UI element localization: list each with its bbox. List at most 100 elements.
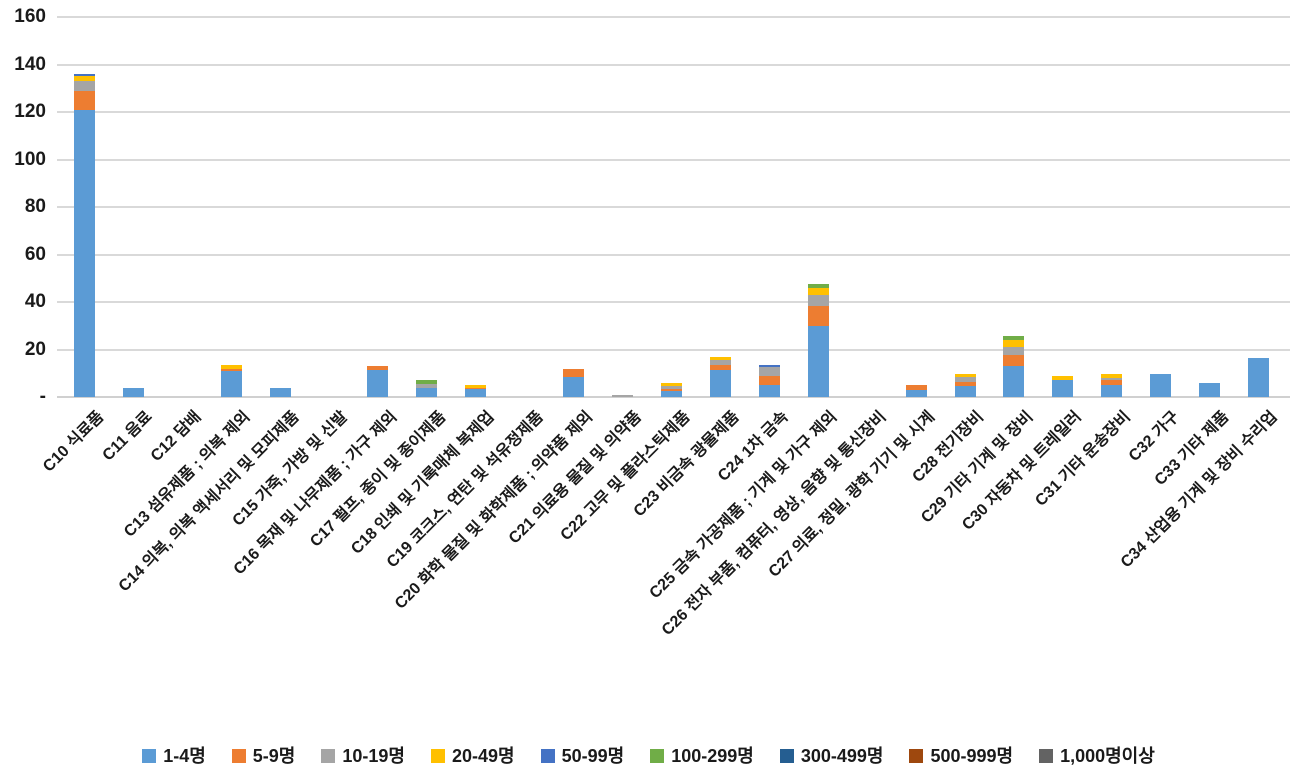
legend-swatch bbox=[909, 749, 924, 763]
legend-swatch bbox=[650, 749, 665, 763]
legend-item: 100-299명 bbox=[650, 747, 754, 765]
bar-segment-10-19명 bbox=[954, 376, 976, 382]
bar-segment-1-4명 bbox=[1052, 380, 1074, 397]
legend-item: 20-49명 bbox=[430, 746, 515, 766]
gridline-140 bbox=[57, 63, 1290, 66]
legend-swatch bbox=[142, 749, 157, 763]
bar-segment-5-9명 bbox=[1101, 380, 1123, 386]
bar-segment-5-9명 bbox=[905, 385, 927, 390]
y-axis-tick-label: 120 bbox=[14, 101, 46, 122]
bar-segment-5-9명 bbox=[1003, 355, 1025, 367]
bar-segment-1-4명 bbox=[416, 387, 438, 397]
legend-label: 500-999명 bbox=[930, 746, 1014, 766]
bar-segment-1-4명 bbox=[905, 389, 927, 397]
bar-segment-1-4명 bbox=[73, 109, 95, 397]
legend-item: 300-499명 bbox=[779, 746, 884, 766]
legend-item: 5-9명 bbox=[231, 746, 296, 766]
legend-swatch bbox=[430, 749, 445, 763]
legend-item: 1-4명 bbox=[142, 747, 206, 765]
legend-swatch bbox=[1039, 749, 1054, 763]
legend-item: 50-99명 bbox=[540, 746, 625, 766]
bar-segment-20-49명 bbox=[1052, 375, 1074, 381]
bar-segment-10-19명 bbox=[612, 394, 634, 397]
y-axis-tick-label: 160 bbox=[14, 6, 46, 27]
legend-label: 50-99명 bbox=[561, 746, 625, 766]
bar-segment-5-9명 bbox=[220, 368, 242, 371]
legend-swatch bbox=[779, 749, 794, 763]
bar-segment-1-4명 bbox=[1199, 382, 1221, 397]
bar-segment-1-4명 bbox=[367, 369, 389, 397]
gridline-20 bbox=[57, 348, 1290, 351]
gridline-60 bbox=[57, 253, 1290, 256]
legend-label: 1-4명 bbox=[163, 746, 206, 766]
bar-segment-5-9명 bbox=[954, 381, 976, 387]
gridline-80 bbox=[57, 206, 1290, 208]
bar-segment-1-4명 bbox=[122, 387, 144, 397]
bar-segment-5-9명 bbox=[709, 364, 731, 370]
legend-swatch bbox=[540, 749, 555, 763]
bar-segment-1-4명 bbox=[709, 369, 731, 397]
legend-item: 10-19명 bbox=[321, 747, 405, 765]
bar-segment-50-99명 bbox=[758, 364, 780, 368]
bar-segment-1-4명 bbox=[465, 388, 487, 397]
bar-segment-10-19명 bbox=[416, 383, 438, 388]
bar-segment-5-9명 bbox=[465, 387, 487, 389]
bar-segment-10-19명 bbox=[709, 360, 731, 365]
bar-segment-1-4명 bbox=[220, 370, 242, 397]
bar-segment-100-299명 bbox=[807, 284, 829, 288]
chart-legend: 1-4명 5-9명 10-19명 20-49명 50-99명 100-299명 300-49… bbox=[0, 742, 1297, 770]
bar-segment-10-19명 bbox=[807, 294, 829, 306]
bar-segment-1-4명 bbox=[954, 386, 976, 397]
legend-label: 1,000명이상 bbox=[1060, 746, 1155, 766]
bar-segment-20-49명 bbox=[220, 364, 242, 369]
bar-segment-1-4명 bbox=[1150, 374, 1172, 397]
gridline-0 bbox=[57, 396, 1290, 398]
legend-label: 5-9명 bbox=[252, 746, 296, 766]
legend-swatch bbox=[321, 749, 336, 763]
bar-segment-5-9명 bbox=[367, 366, 389, 370]
bar-segment-5-9명 bbox=[807, 305, 829, 326]
bar-segment-50-99명 bbox=[73, 74, 95, 77]
bar-segment-100-299명 bbox=[1003, 336, 1025, 340]
bar-segment-20-49명 bbox=[1003, 340, 1025, 348]
bar-segment-1-4명 bbox=[1248, 357, 1270, 397]
legend-label: 10-19명 bbox=[342, 746, 405, 766]
bar-segment-1-4명 bbox=[269, 387, 291, 397]
bar-segment-1-4명 bbox=[1101, 385, 1123, 397]
bar-segment-20-49명 bbox=[661, 382, 682, 387]
y-axis-tick-label: 20 bbox=[24, 338, 46, 360]
bar-segment-100-299명 bbox=[416, 380, 438, 384]
bar-segment-1-4명 bbox=[661, 391, 682, 397]
gridline-160 bbox=[57, 16, 1290, 18]
y-axis-tick-label: - bbox=[39, 386, 46, 407]
bar-segment-1-4명 bbox=[758, 385, 780, 397]
bar-segment-10-19명 bbox=[1101, 378, 1123, 381]
bar-segment-20-49명 bbox=[807, 287, 829, 295]
bar-segment-1-4명 bbox=[1003, 366, 1025, 397]
legend-label: 100-299명 bbox=[671, 746, 754, 766]
y-axis-tick-label: 60 bbox=[24, 243, 46, 265]
legend-label: 20-49명 bbox=[451, 746, 515, 766]
bar-segment-20-49명 bbox=[1101, 374, 1123, 378]
x-axis-label: C10 식료품 bbox=[39, 408, 107, 476]
bar-segment-5-9명 bbox=[73, 90, 95, 110]
bar-segment-5-9명 bbox=[661, 388, 682, 392]
gridline-100 bbox=[57, 158, 1290, 161]
y-axis-tick-label: 100 bbox=[14, 148, 46, 170]
gridline-40 bbox=[57, 301, 1290, 303]
gridline-120 bbox=[57, 111, 1290, 113]
bar-segment-20-49명 bbox=[954, 374, 976, 377]
bar-segment-20-49명 bbox=[465, 385, 487, 388]
y-axis-tick-label: 80 bbox=[24, 196, 46, 217]
legend-item: 1,000명이상 bbox=[1039, 747, 1155, 765]
bar-segment-5-9명 bbox=[563, 368, 585, 377]
y-axis-tick-label: 140 bbox=[14, 53, 46, 75]
legend-swatch bbox=[231, 749, 246, 763]
bar-segment-10-19명 bbox=[661, 386, 682, 389]
legend-label: 300-499명 bbox=[800, 746, 884, 766]
bar-segment-20-49명 bbox=[709, 356, 731, 361]
bar-segment-10-19명 bbox=[73, 81, 95, 91]
bar-segment-10-19명 bbox=[758, 367, 780, 376]
bar-segment-1-4명 bbox=[807, 325, 829, 397]
